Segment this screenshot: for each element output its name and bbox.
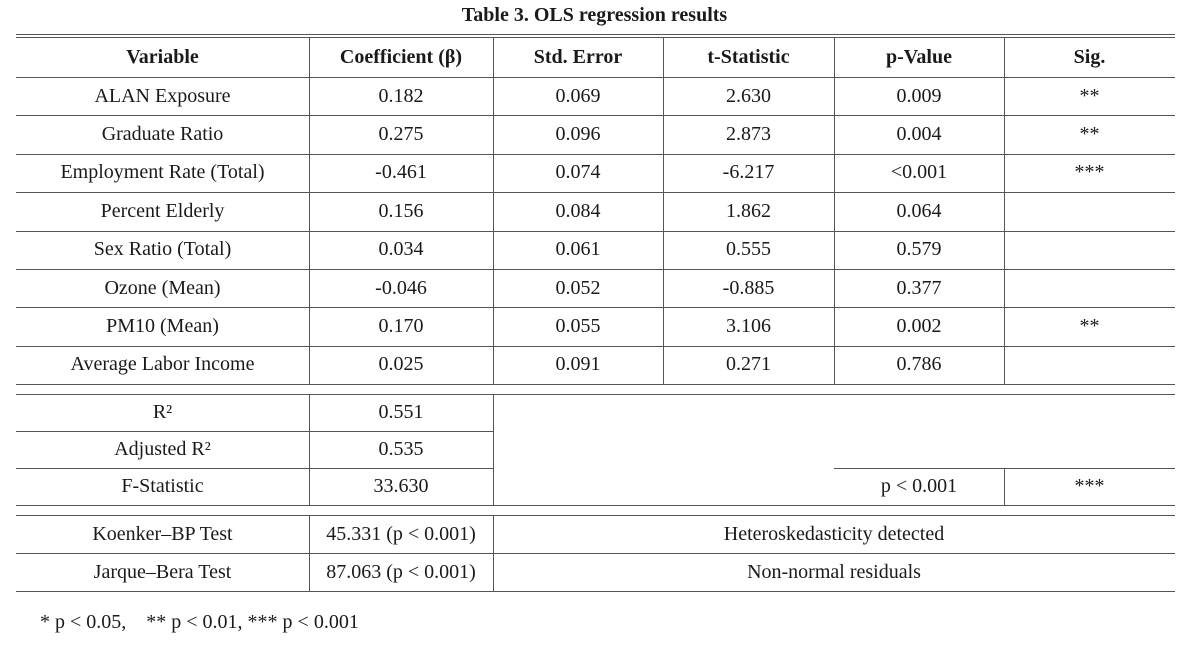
table-cell: [1004, 231, 1175, 269]
table-cell: 0.091: [555, 353, 601, 376]
row-rule-light: [16, 346, 1175, 347]
fit-value: 0.551: [378, 401, 424, 423]
column-header: Sig.: [1073, 46, 1106, 68]
column-divider: [663, 38, 664, 384]
diagnostic-label: Koenker–BP Test: [92, 522, 233, 545]
diagnostic-label: Jarque–Bera Test: [93, 560, 232, 583]
table-cell: 0.182: [378, 84, 424, 107]
row-rule-light: [16, 269, 1175, 270]
fit-value: 33.630: [373, 475, 429, 497]
column-header: Coefficient (β): [339, 46, 463, 68]
variable-name: PM10 (Mean): [106, 315, 219, 338]
column-divider: [309, 38, 310, 384]
table-cell: 0.009: [896, 84, 942, 107]
table-cell: 2.873: [726, 123, 771, 146]
table-cell: 0.052: [555, 276, 601, 299]
variable-name: Percent Elderly: [100, 199, 225, 222]
table-cell: [1004, 269, 1175, 307]
variable-name: Employment Rate (Total): [60, 161, 265, 184]
table-cell: [1004, 192, 1175, 230]
column-header: Variable: [126, 46, 199, 68]
table-cell: 0.055: [555, 315, 601, 338]
column-divider: [309, 394, 310, 505]
diagnostic-value: 45.331 (p < 0.001): [326, 522, 476, 545]
column-divider: [493, 38, 494, 384]
diag-top-rule: [16, 515, 1175, 516]
table-cell: -0.885: [722, 276, 775, 299]
table-cell: 0.377: [896, 276, 942, 299]
table-cell: <0.001: [890, 161, 948, 184]
column-header: t-Statistic: [707, 46, 790, 68]
variable-name: ALAN Exposure: [94, 84, 231, 107]
table-cell: 0.004: [896, 123, 942, 146]
table-cell: 0.069: [555, 84, 601, 107]
variable-name: Graduate Ratio: [101, 123, 224, 146]
fit-significance: ***: [1074, 475, 1105, 497]
fit-label: F-Statistic: [121, 475, 204, 497]
diagnostic-rule: [16, 553, 1175, 554]
header-rule: [16, 77, 1175, 78]
body-bottom-rule: [16, 384, 1175, 385]
column-divider: [1004, 468, 1005, 505]
column-divider: [493, 515, 494, 591]
table-cell: 0.156: [378, 199, 424, 222]
table-cell: 0.579: [896, 238, 942, 261]
table-cell: **: [1079, 315, 1100, 338]
table-cell: 2.630: [726, 84, 771, 107]
table-cell: 0.084: [555, 199, 601, 222]
table-cell: 1.862: [726, 199, 771, 222]
variable-name: Average Labor Income: [70, 353, 255, 376]
diagnostic-note: Heteroskedasticity detected: [723, 522, 945, 545]
table-cell: 0.064: [896, 199, 942, 222]
table-cell: -0.046: [375, 276, 427, 299]
column-divider: [834, 38, 835, 384]
fit-top-rule: [16, 394, 1175, 395]
significance-footnote: * p < 0.05, ** p < 0.01, *** p < 0.001: [40, 611, 359, 633]
table-cell: [1004, 346, 1175, 384]
column-divider: [309, 515, 310, 591]
column-divider: [1004, 38, 1005, 384]
table-cell: 0.074: [555, 161, 601, 184]
row-rule: [16, 307, 1175, 308]
fit-row-rule: [16, 468, 493, 469]
table-cell: 0.271: [726, 353, 771, 376]
fit-value: 0.535: [378, 438, 424, 460]
diagnostic-value: 87.063 (p < 0.001): [326, 560, 476, 583]
row-rule-light: [16, 192, 1175, 193]
table-cell: **: [1079, 123, 1100, 146]
table-cell: 0.034: [378, 238, 424, 261]
table-cell: 0.170: [378, 315, 424, 338]
table-cell: 0.025: [378, 353, 424, 376]
table-cell: **: [1079, 84, 1100, 107]
table-title: Table 3. OLS regression results: [461, 4, 728, 26]
variable-name: Ozone (Mean): [104, 276, 221, 299]
fit-p-value: p < 0.001: [880, 475, 958, 497]
table-cell: 0.061: [555, 238, 601, 261]
table-cell: -0.461: [375, 161, 427, 184]
variable-name: Sex Ratio (Total): [93, 238, 232, 261]
table-cell: 0.096: [555, 123, 601, 146]
table-cell: 3.106: [726, 315, 771, 338]
table-cell: -6.217: [722, 161, 775, 184]
row-rule: [16, 231, 1175, 232]
table-cell: ***: [1074, 161, 1105, 184]
fit-bottom-rule: [16, 505, 1175, 506]
table-cell: 0.555: [726, 238, 771, 261]
table-cell: 0.786: [896, 353, 942, 376]
row-rule: [16, 154, 1175, 155]
column-header: Std. Error: [533, 46, 623, 68]
top-rule: [16, 34, 1175, 35]
column-divider: [493, 394, 494, 505]
diagnostic-note: Non-normal residuals: [747, 560, 921, 583]
table-cell: 0.002: [896, 315, 942, 338]
top-rule: [16, 37, 1175, 38]
fit-label: R²: [152, 401, 173, 423]
fit-row-rule: [16, 431, 493, 432]
fit-label: Adjusted R²: [114, 438, 211, 460]
row-rule-light: [16, 115, 1175, 116]
table-cell: 0.275: [378, 123, 424, 146]
column-header: p-Value: [886, 46, 952, 68]
diagnostic-rule: [16, 591, 1175, 592]
